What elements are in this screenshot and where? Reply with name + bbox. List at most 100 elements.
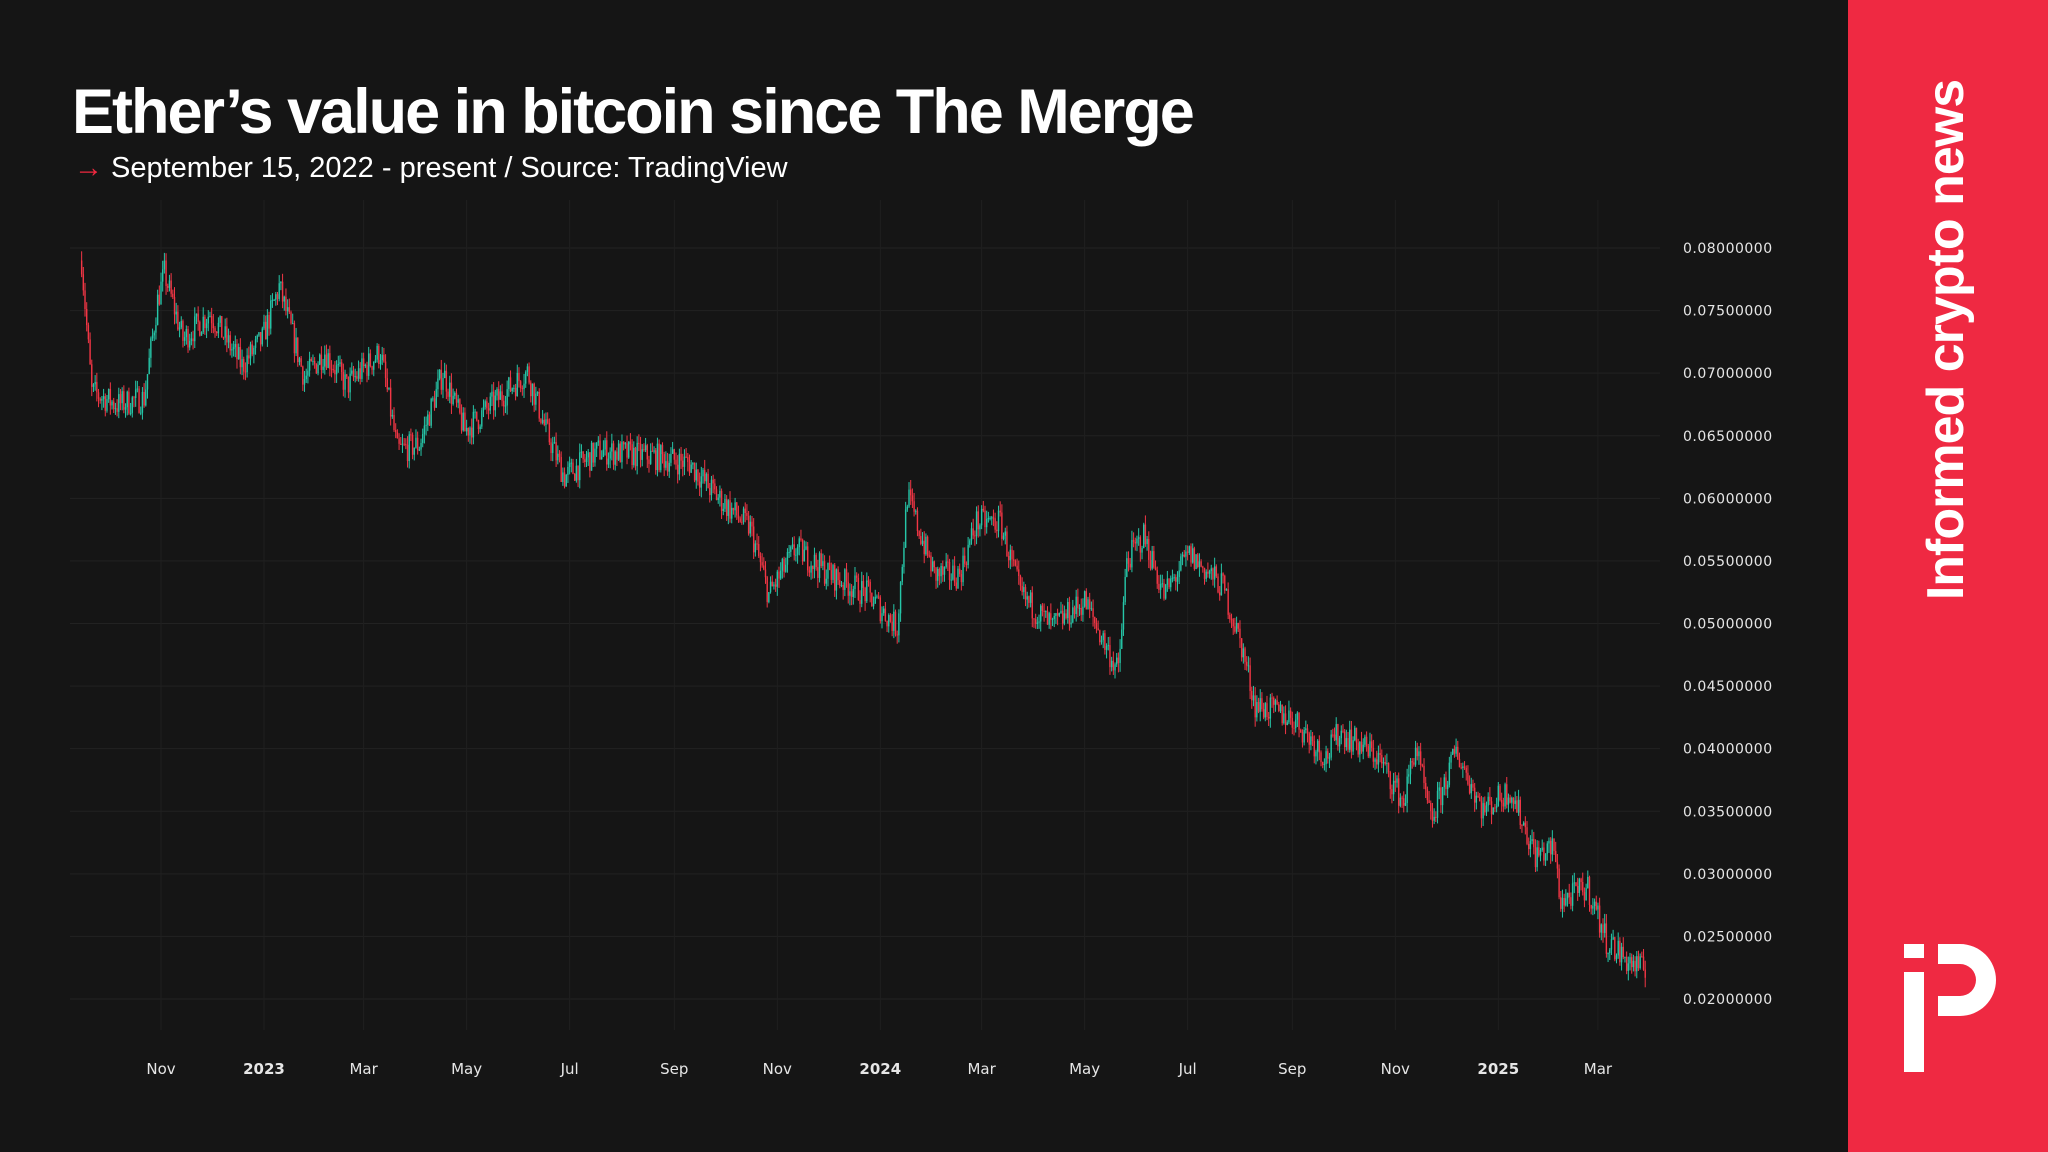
candle [249, 344, 252, 359]
candle [1354, 727, 1356, 741]
candle [499, 391, 502, 400]
candle [621, 441, 623, 463]
candle [1061, 610, 1064, 624]
candle [1507, 797, 1510, 805]
candle [1642, 956, 1645, 970]
grid-lines [70, 200, 1660, 1030]
candle [388, 387, 390, 390]
candle [646, 445, 648, 460]
candle [1136, 538, 1138, 544]
candle [1173, 577, 1175, 579]
candle [464, 412, 466, 432]
candle [997, 510, 1000, 532]
candle [861, 581, 863, 604]
candle [712, 479, 714, 484]
candle [367, 353, 370, 376]
candle [1004, 531, 1006, 536]
candle [113, 401, 115, 409]
candle [1338, 738, 1341, 747]
candle [590, 442, 593, 471]
candle [1320, 752, 1322, 763]
subtitle-text: September 15, 2022 - present / Source: T… [111, 152, 788, 184]
candle [199, 321, 201, 336]
candle [1512, 797, 1515, 804]
candle [435, 389, 437, 408]
candle [1502, 802, 1505, 807]
candle [280, 281, 282, 284]
candle [327, 353, 329, 368]
candle [1362, 744, 1364, 752]
candle [1310, 736, 1312, 745]
candle [227, 335, 230, 343]
candle [1377, 752, 1380, 765]
candle [290, 312, 292, 324]
candle [631, 444, 633, 465]
candle [530, 382, 532, 397]
candle [207, 316, 209, 324]
candle [1467, 772, 1469, 785]
candle [638, 442, 640, 444]
candle [704, 469, 706, 482]
candle [205, 323, 208, 329]
candle [943, 566, 946, 575]
candle [734, 502, 736, 511]
candle [1266, 703, 1268, 718]
candle [962, 555, 964, 583]
candle [698, 481, 701, 488]
candle [496, 388, 498, 396]
candle [553, 442, 556, 444]
candle [1634, 960, 1636, 972]
candle [472, 411, 475, 438]
candle [763, 565, 765, 570]
candle [601, 456, 603, 460]
candle [369, 353, 372, 367]
candle [126, 391, 128, 408]
candle [1441, 787, 1444, 806]
candle [1340, 730, 1342, 739]
candle [1144, 524, 1147, 545]
candle [400, 443, 402, 445]
candle [1627, 963, 1630, 971]
candle [881, 613, 883, 622]
candle [150, 338, 152, 358]
candle [516, 372, 518, 397]
candle [1200, 561, 1202, 567]
candle [89, 339, 91, 365]
y-tick-label: 0.07500000 [1683, 304, 1773, 320]
candle [769, 581, 772, 593]
candle [1041, 605, 1044, 611]
candle [768, 592, 770, 602]
candle [118, 394, 120, 412]
candle [1360, 741, 1363, 752]
candle [1242, 648, 1245, 658]
candle [1045, 610, 1047, 612]
candle [624, 443, 627, 445]
candle [408, 434, 410, 462]
candle [347, 376, 350, 393]
candle [1126, 558, 1128, 577]
candle [124, 407, 127, 410]
candle [852, 589, 854, 597]
candle [705, 473, 708, 482]
candle [1240, 638, 1243, 658]
candle [920, 536, 922, 544]
candle [957, 568, 959, 589]
candle [977, 511, 979, 530]
candle [913, 501, 915, 512]
candle [835, 569, 838, 591]
candle [217, 322, 220, 334]
candle [727, 500, 730, 516]
candle [1619, 940, 1621, 963]
candle [1131, 539, 1133, 568]
candle [1043, 610, 1045, 612]
candle [761, 562, 763, 566]
candle [1570, 897, 1572, 906]
candle [1524, 822, 1527, 828]
y-tick-label: 0.02500000 [1683, 929, 1773, 945]
candle [1055, 613, 1057, 617]
candle [224, 326, 226, 338]
candle [1224, 575, 1226, 591]
candle [533, 383, 535, 405]
candle [1568, 892, 1570, 898]
candle [864, 587, 866, 602]
